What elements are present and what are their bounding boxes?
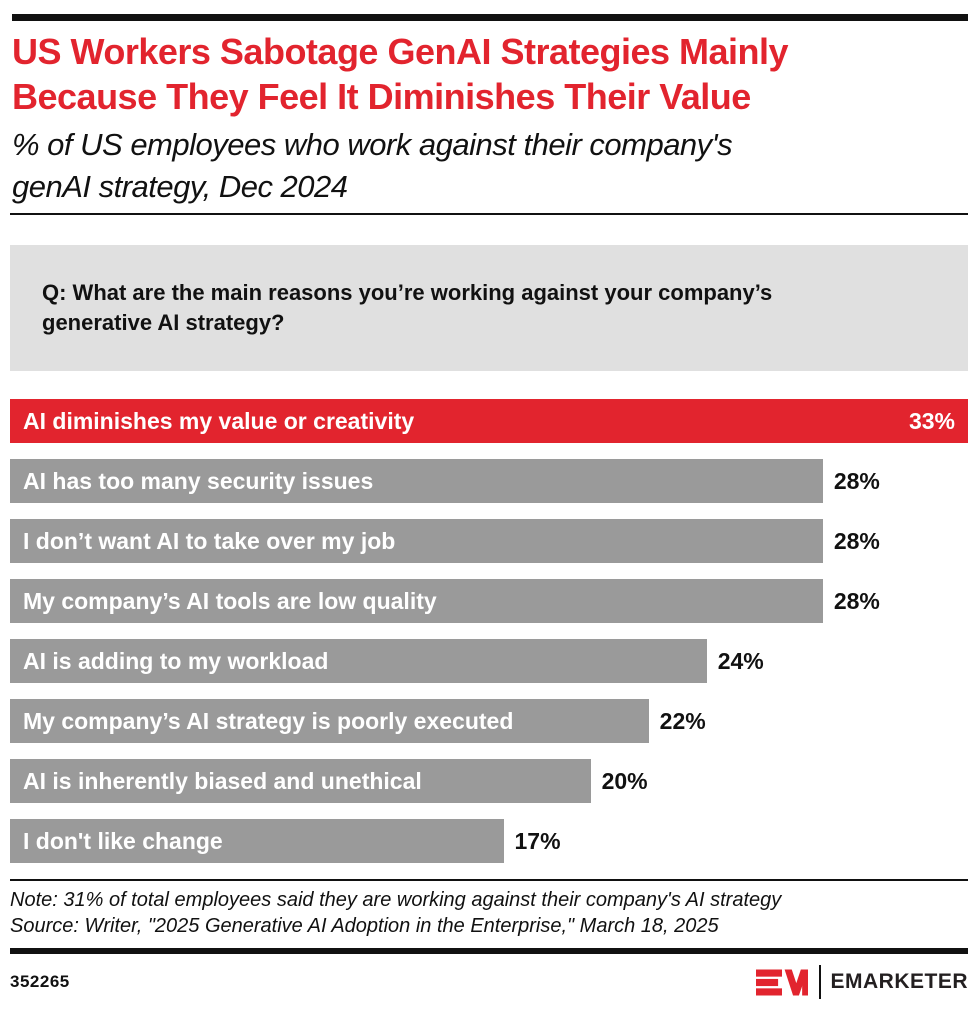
bar-category-label: AI is adding to my workload bbox=[23, 647, 329, 674]
chart-id: 352265 bbox=[10, 972, 70, 991]
top-accent-bar bbox=[12, 14, 968, 21]
question-box: Q: What are the main reasons you’re work… bbox=[10, 245, 968, 371]
bar-value-label: 28% bbox=[833, 587, 880, 614]
em-monogram-icon bbox=[756, 969, 809, 995]
bar-value-label: 33% bbox=[908, 407, 955, 434]
question-text: Q: What are the main reasons you’re work… bbox=[42, 280, 773, 335]
emarketer-logo: EMARKETER bbox=[756, 965, 968, 999]
bar: AI is adding to my workload bbox=[10, 639, 707, 683]
bar-row: AI has too many security issues 28% bbox=[10, 459, 968, 503]
note-text: Note: 31% of total employees said they a… bbox=[10, 889, 782, 911]
bar-chart: AI diminishes my value or creativity 33% A… bbox=[10, 399, 968, 863]
bar-row: I don't like change 17% bbox=[10, 819, 968, 863]
bar-value-label: 20% bbox=[601, 767, 648, 794]
bar-row: My company’s AI strategy is poorly execu… bbox=[10, 699, 968, 743]
bar: I don't like change bbox=[10, 819, 504, 863]
bar-row: AI is inherently biased and unethical 20% bbox=[10, 759, 968, 803]
bar-category-label: AI diminishes my value or creativity bbox=[23, 407, 415, 434]
bar-rows: AI diminishes my value or creativity 33% A… bbox=[10, 399, 968, 863]
emarketer-wordmark: EMARKETER bbox=[830, 970, 968, 993]
bar-highlighted: AI diminishes my value or creativity 33% bbox=[10, 399, 968, 443]
bar-category-label: My company’s AI strategy is poorly execu… bbox=[23, 707, 514, 734]
header-divider bbox=[10, 213, 968, 215]
bar: AI is inherently biased and unethical bbox=[10, 759, 591, 803]
chart-title: US Workers Sabotage GenAI Strategies Mai… bbox=[12, 31, 789, 117]
chart-page: US Workers Sabotage GenAI Strategies Mai… bbox=[0, 14, 980, 1017]
bar: AI has too many security issues bbox=[10, 459, 823, 503]
chart-subtitle: % of US employees who work against their… bbox=[12, 127, 733, 204]
bar-value-label: 28% bbox=[833, 467, 880, 494]
bar-value-label: 24% bbox=[717, 647, 764, 674]
bar-category-label: I don’t want AI to take over my job bbox=[23, 527, 396, 554]
source-text: Source: Writer, "2025 Generative AI Adop… bbox=[10, 915, 719, 937]
bar-row: My company’s AI tools are low quality 28% bbox=[10, 579, 968, 623]
bar-value-label: 17% bbox=[514, 827, 561, 854]
bar: My company’s AI strategy is poorly execu… bbox=[10, 699, 649, 743]
bar: My company’s AI tools are low quality bbox=[10, 579, 823, 623]
bar-row: AI is adding to my workload 24% bbox=[10, 639, 968, 683]
footer-accent-bar bbox=[10, 948, 968, 954]
note-divider bbox=[10, 879, 968, 881]
note-block: Note: 31% of total employees said they a… bbox=[10, 887, 968, 939]
bar-row: I don’t want AI to take over my job 28% bbox=[10, 519, 968, 563]
bar-category-label: I don't like change bbox=[23, 827, 223, 854]
bar-category-label: AI has too many security issues bbox=[23, 467, 374, 494]
bar-row: AI diminishes my value or creativity 33% bbox=[10, 399, 968, 443]
footer: 352265 EMARKETER bbox=[10, 965, 968, 999]
logo-divider bbox=[819, 965, 822, 999]
bar: I don’t want AI to take over my job bbox=[10, 519, 823, 563]
bar-value-label: 22% bbox=[659, 707, 706, 734]
bar-value-label: 28% bbox=[833, 527, 880, 554]
bar-category-label: My company’s AI tools are low quality bbox=[23, 587, 437, 614]
bar-category-label: AI is inherently biased and unethical bbox=[23, 767, 422, 794]
